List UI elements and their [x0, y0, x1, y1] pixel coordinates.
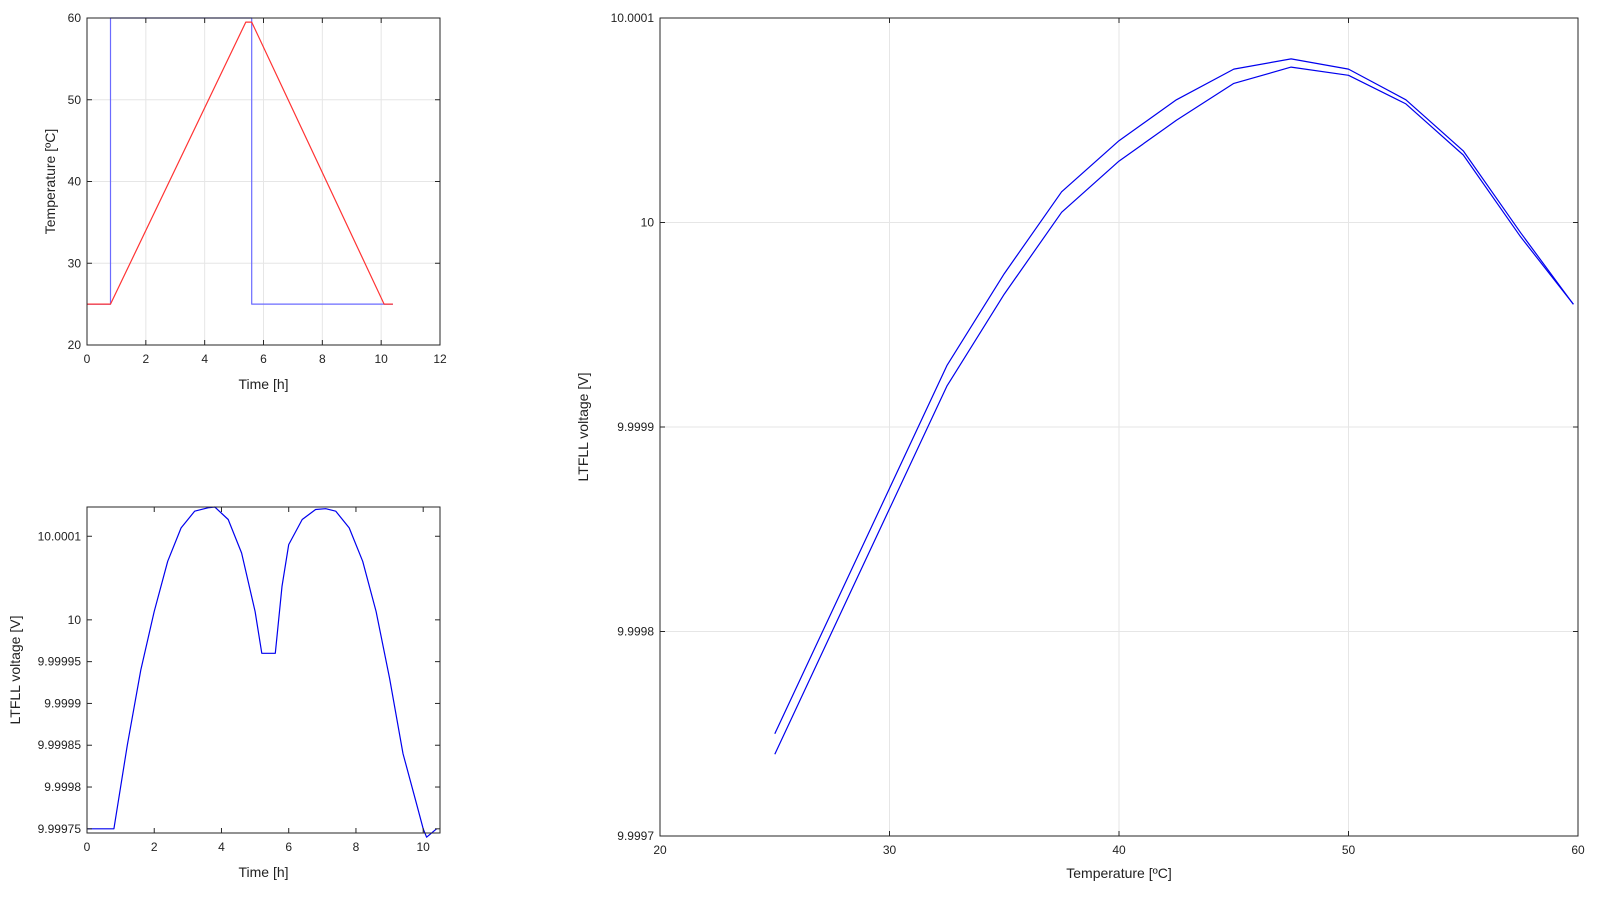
x-tick-label: 8: [319, 352, 326, 366]
y-tick-label: 10.0001: [611, 11, 655, 25]
y-tick-label: 9.9997: [617, 829, 654, 843]
x-tick-label: 6: [285, 840, 292, 854]
y-tick-label: 9.99975: [38, 822, 82, 836]
x-tick-label: 4: [201, 352, 208, 366]
y-tick-label: 10.0001: [38, 529, 82, 543]
plot-frame: [86, 506, 441, 834]
voltage-time-plot: 0 2 4 6 8 10 9.99975 9.9998 9.99985 9.9999 9.99995…: [7, 506, 441, 880]
y-tick-label: 60: [68, 11, 82, 25]
x-axis-label: Temperature [ºC]: [1066, 865, 1172, 881]
series-line-0: [87, 506, 437, 838]
y-tick-label: 9.9999: [44, 696, 81, 710]
x-tick-label: 20: [653, 843, 667, 857]
x-tick-label: 40: [1112, 843, 1126, 857]
y-axis-label: Temperature [ºC]: [42, 129, 58, 235]
x-tick-label: 60: [1571, 843, 1585, 857]
y-tick-label: 9.9999: [617, 420, 654, 434]
series-line-0: [87, 17, 393, 305]
y-axis-label: LTFLL voltage [V]: [7, 616, 23, 725]
x-tick-label: 0: [84, 352, 91, 366]
series-line-0: [774, 58, 1574, 735]
x-tick-label: 6: [260, 352, 267, 366]
y-tick-label: 9.99995: [38, 655, 82, 669]
x-tick-label: 30: [883, 843, 897, 857]
y-tick-label: 9.9998: [617, 625, 654, 639]
y-tick-label: 10: [641, 216, 655, 230]
y-tick-label: 20: [68, 338, 82, 352]
x-tick-label: 2: [151, 840, 158, 854]
x-tick-label: 12: [433, 352, 447, 366]
y-tick-label: 10: [68, 613, 82, 627]
x-tick-label: 10: [417, 840, 431, 854]
y-tick-label: 9.9998: [44, 780, 81, 794]
temperature-time-plot: 0 2 4 6 8 10 12 20 30 40 50 60 Time [h] Temperature […: [42, 11, 447, 392]
x-tick-label: 8: [353, 840, 360, 854]
y-axis-label: LTFLL voltage [V]: [575, 373, 591, 482]
x-tick-label: 2: [142, 352, 149, 366]
y-tick-label: 9.99985: [38, 738, 82, 752]
y-tick-label: 50: [68, 93, 82, 107]
x-axis-label: Time [h]: [238, 864, 288, 880]
x-tick-label: 10: [374, 352, 388, 366]
y-tick-label: 40: [68, 175, 82, 189]
x-axis-label: Time [h]: [238, 376, 288, 392]
y-tick-label: 30: [68, 256, 82, 270]
series-line-1: [87, 21, 393, 305]
series-line-1: [774, 66, 1574, 755]
voltage-temperature-plot: 20 30 40 50 60 9.9997 9.9998 9.9999 10 10.0001 Tem…: [575, 11, 1585, 881]
x-tick-label: 50: [1342, 843, 1356, 857]
x-tick-label: 4: [218, 840, 225, 854]
x-tick-label: 0: [84, 840, 91, 854]
